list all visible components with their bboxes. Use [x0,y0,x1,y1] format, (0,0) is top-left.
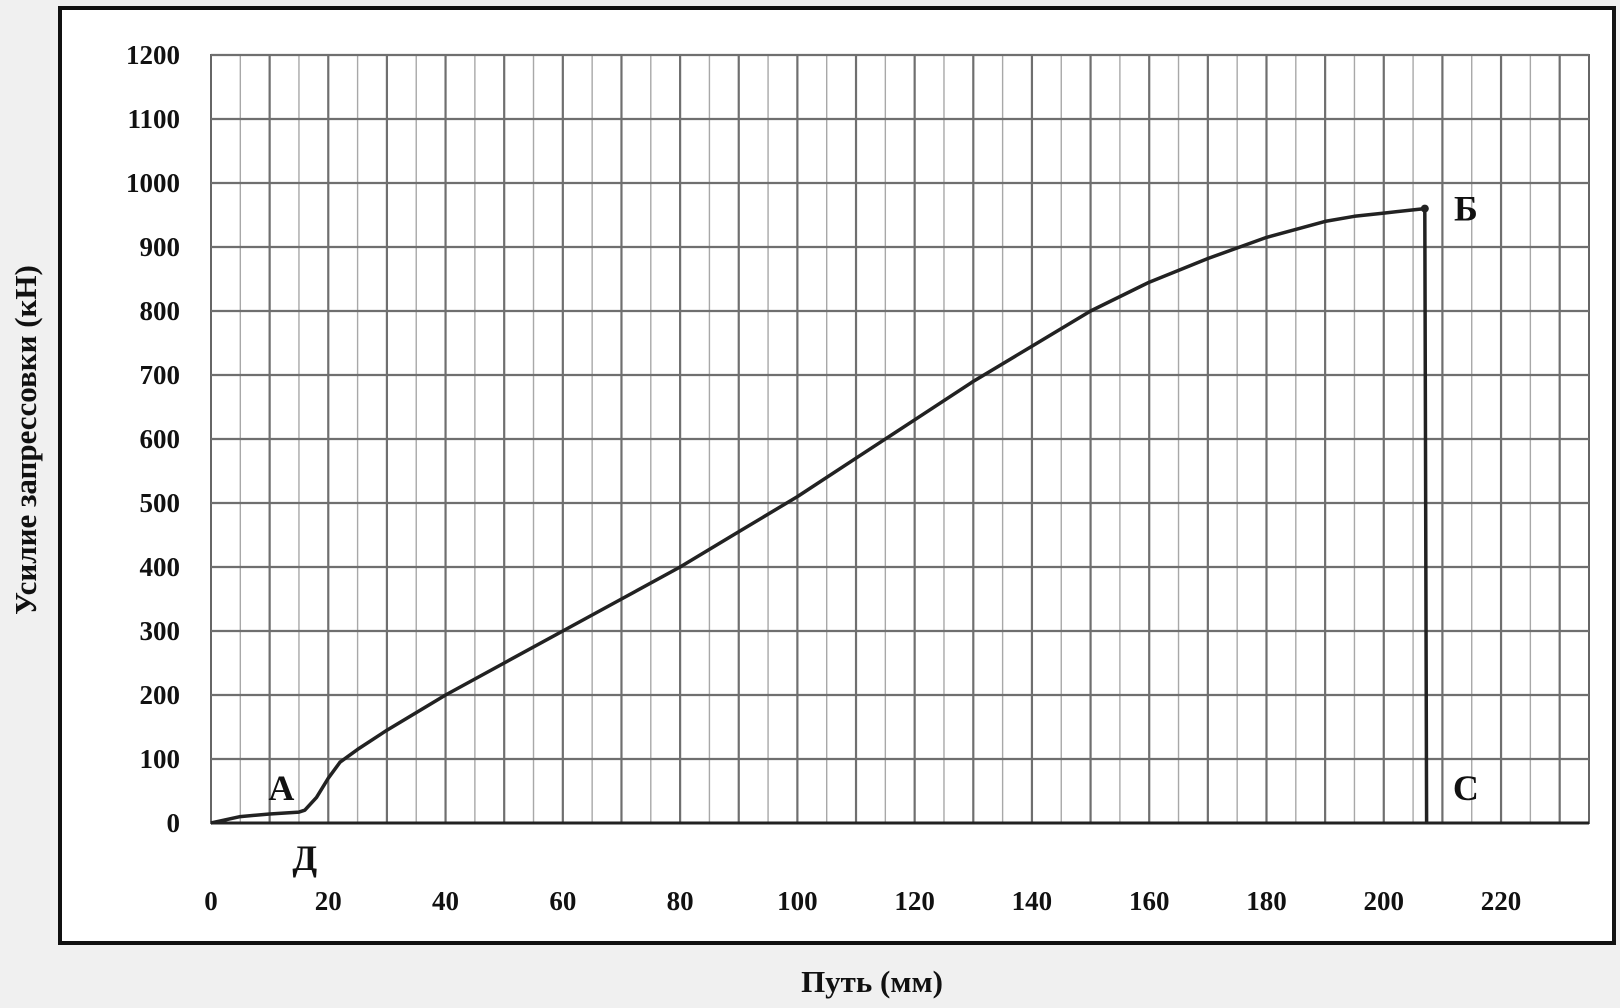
x-tick-label: 140 [1012,886,1053,916]
x-tick-label: 40 [432,886,459,916]
x-tick-label: 80 [667,886,694,916]
x-tick-labels: 0 20 40 60 80 100 120 140 160 180 200 220 [204,886,1521,916]
x-tick-label: 180 [1246,886,1287,916]
x-tick-label: 0 [204,886,218,916]
y-tick-label: 0 [167,808,181,838]
y-tick-label: 700 [140,360,181,390]
y-tick-label: 500 [140,488,181,518]
y-tick-label: 900 [140,232,181,262]
x-tick-label: 100 [777,886,818,916]
y-tick-label: 400 [140,552,181,582]
x-tick-label: 60 [549,886,576,916]
y-tick-label: 300 [140,616,181,646]
y-tick-label: 200 [140,680,181,710]
y-tick-label: 1000 [126,168,180,198]
annotations: АД Б С [268,189,1478,879]
series-line [210,206,1429,825]
x-tick-label: 220 [1481,886,1522,916]
peak-point [1420,204,1429,213]
x-axis-title: Путь (мм) [801,964,943,999]
x-tick-label: 20 [315,886,342,916]
y-axis-title: Усилие запрессовки (кН) [8,265,43,615]
y-tick-label: 1100 [127,104,180,134]
annotation-label: Б [1454,189,1478,229]
grid [211,53,1589,823]
y-tick-label: 1200 [126,40,180,70]
y-tick-label: 800 [140,296,181,326]
annotation-label: Д [292,838,317,878]
x-tick-label: 120 [894,886,935,916]
x-tick-label: 160 [1129,886,1170,916]
x-tick-label: 200 [1364,886,1405,916]
annotation-label: С [1453,768,1479,808]
y-tick-label: 100 [140,744,181,774]
y-tick-labels: 0 100 200 300 400 500 600 700 800 900 1000 1100 1200 [126,40,180,838]
y-tick-label: 600 [140,424,181,454]
annotation-label: А [268,768,294,808]
